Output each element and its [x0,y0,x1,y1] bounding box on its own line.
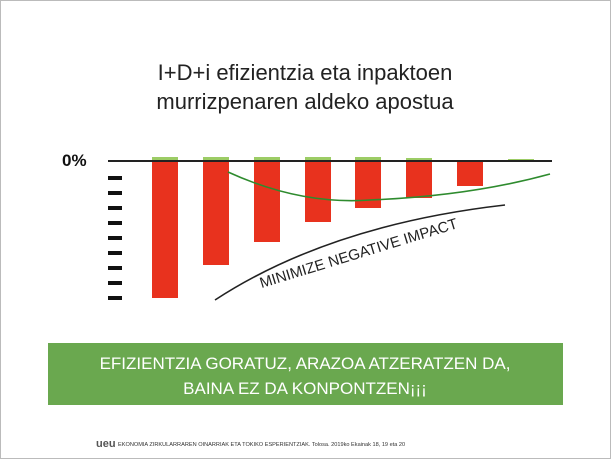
impact-curve [214,204,506,301]
green-curve [227,171,551,202]
banner-line: BAINA EZ DA KONPONTZEN¡¡¡ [183,379,427,398]
banner-line: EFIZIENTZIA GORATUZ, ARAZOA ATZERATZEN D… [100,354,511,373]
axis-dashes [108,176,122,300]
footer-text: EKONOMIA ZIRKULARRAREN OINARRIAK ETA TOK… [118,442,405,448]
axis-label: 0% [62,151,87,170]
title-line: murrizpenaren aldeko apostua [156,89,454,114]
title-line: I+D+i efizientzia eta inpaktoen [158,60,453,85]
footer-logo: ueu [96,438,116,450]
banner [48,343,563,405]
